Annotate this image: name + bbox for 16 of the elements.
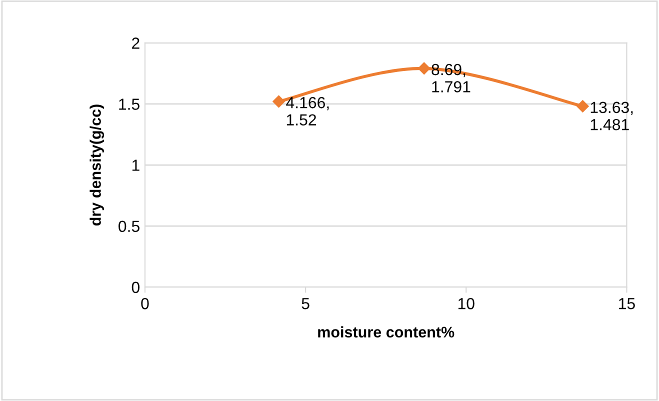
y-tick-label: 0.5 <box>118 220 140 232</box>
x-tick-label: 5 <box>302 298 310 310</box>
point <box>576 100 589 112</box>
x-tick-label: 0 <box>141 298 149 310</box>
y-tick-label: 2 <box>132 38 140 49</box>
y-tick-label: 1.5 <box>119 98 140 110</box>
data-label: 4.166, 1.52 <box>286 97 329 126</box>
y-tick-label: 0 <box>132 282 140 294</box>
x-tick-label: 15 <box>619 298 635 310</box>
data-label: 13.63, 1.481 <box>590 102 633 130</box>
x-axis-title: moisture content% <box>318 326 454 338</box>
y-tick-label: 1 <box>132 160 140 171</box>
x-tick-label: 10 <box>458 298 474 310</box>
point <box>272 95 285 108</box>
y-axis-title: dry density(g/cc) <box>90 104 104 226</box>
point <box>418 62 430 75</box>
